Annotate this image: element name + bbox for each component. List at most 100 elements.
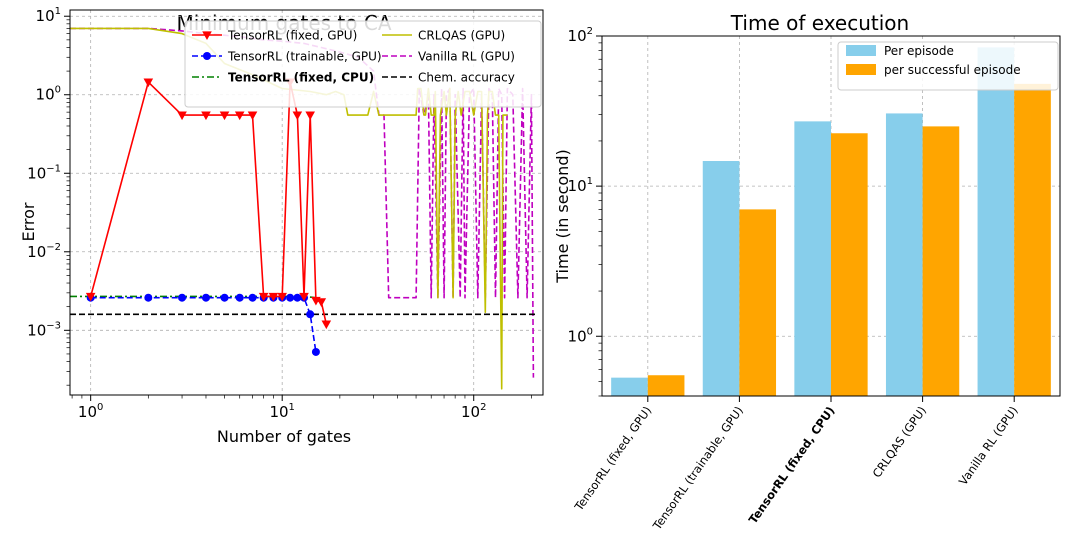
- series-0-point: [321, 320, 332, 330]
- series-1-point: [178, 293, 187, 302]
- left-x-tick-label-base: 10: [461, 403, 480, 421]
- left-y-tick-label-exp: −3: [46, 320, 61, 331]
- left-grid: [70, 10, 543, 395]
- right-legend-swatch: [846, 45, 876, 56]
- right-y-tick-label: 102: [568, 26, 593, 45]
- left-legend-marker: [203, 52, 211, 60]
- left-y-tick-label-base: 10: [27, 243, 46, 261]
- gates-error-panel: Minimum gates to CA 10010110210−310−210−…: [19, 6, 544, 446]
- left-x-tick-label: 100: [78, 402, 103, 421]
- right-y-tick-label: 101: [568, 176, 593, 195]
- left-x-axis-label: Number of gates: [217, 427, 351, 446]
- bar-per-successful-episode: [1014, 83, 1051, 396]
- left-legend-label: Vanilla RL (GPU): [418, 50, 515, 64]
- left-y-tick-label-base: 10: [36, 86, 55, 104]
- series-1-point: [306, 310, 315, 319]
- series-0-point: [258, 292, 269, 302]
- right-y-axis-label: Time (in second): [553, 149, 572, 283]
- series-0-point: [277, 292, 287, 302]
- left-legend-marker: [202, 31, 212, 40]
- left-legend-label: TensorRL (fixed, GPU): [227, 29, 357, 43]
- series-0-point: [316, 298, 327, 307]
- bar-per-successful-episode: [647, 375, 685, 396]
- right-bars-layer: [611, 47, 1051, 397]
- series-0-point: [299, 292, 309, 302]
- series-0-point: [201, 111, 211, 121]
- right-legend-swatch: [846, 64, 876, 75]
- bar-per-successful-episode: [739, 209, 777, 396]
- left-y-tick-label-base: 10: [36, 7, 55, 25]
- left-x-tick-label: 102: [461, 402, 486, 421]
- right-y-tick-label-exp: 0: [587, 326, 593, 337]
- series-1-point: [220, 293, 229, 302]
- series-0-point: [143, 78, 154, 88]
- bar-per-successful-episode: [831, 133, 868, 396]
- left-legend-label: TensorRL (trainable, GPU): [227, 50, 382, 64]
- series-0-point: [234, 111, 245, 121]
- series-0-point: [292, 111, 303, 121]
- left-legend-box: [184, 20, 542, 108]
- left-y-tick-label-exp: 1: [55, 6, 61, 17]
- right-legend-item: per successful episode: [846, 63, 1021, 77]
- left-legend-label: Chem. accuracy: [418, 71, 515, 85]
- series-0-point: [305, 111, 315, 121]
- left-y-axis-label: Error: [19, 202, 38, 241]
- left-y-tick-label-exp: 0: [55, 85, 61, 96]
- left-y-tick-label: 10−3: [27, 320, 61, 339]
- series-0-point: [85, 292, 96, 302]
- series-1-point: [248, 293, 257, 302]
- series-0-group: [85, 78, 332, 330]
- series-1-point: [311, 347, 320, 356]
- left-legend: TensorRL (fixed, GPU) TensorRL (trainable…: [184, 20, 542, 108]
- left-legend-item: CRLQAS (GPU): [382, 29, 505, 43]
- bar-per-successful-episode: [922, 126, 960, 396]
- bar-per-episode: [611, 377, 648, 396]
- right-chart-title: Time of execution: [730, 11, 909, 35]
- series-0-point: [177, 111, 187, 121]
- series-0-point: [247, 111, 258, 121]
- left-legend-item: TensorRL (fixed, CPU): [192, 71, 374, 85]
- left-legend-item: Chem. accuracy: [382, 71, 515, 85]
- left-y-tick-label: 100: [36, 85, 61, 104]
- series-1-group: [86, 293, 320, 356]
- left-legend-item: TensorRL (fixed, GPU): [192, 29, 357, 43]
- left-x-tick-label-base: 10: [269, 403, 288, 421]
- right-legend-box: [837, 41, 1059, 91]
- left-x-tick-label: 101: [269, 402, 294, 421]
- series-1-point: [235, 293, 244, 302]
- right-y-tick-label-base: 10: [568, 177, 587, 195]
- left-y-tick-label-exp: −1: [46, 163, 61, 174]
- series-0-point: [268, 292, 279, 302]
- right-y-tick-label-exp: 2: [587, 26, 593, 37]
- bar-per-episode: [702, 161, 740, 396]
- left-x-tick-label-base: 10: [78, 403, 97, 421]
- bar-per-episode: [977, 47, 1015, 397]
- right-y-tick-label: 100: [568, 326, 593, 345]
- series-1-point: [144, 293, 153, 302]
- left-y-tick-label-exp: −2: [46, 242, 61, 253]
- left-y-tick-label-base: 10: [27, 321, 46, 339]
- right-legend-item: Per episode: [846, 44, 954, 58]
- left-legend-item: Vanilla RL (GPU): [382, 50, 515, 64]
- left-y-tick-label: 101: [36, 6, 61, 25]
- bar-per-episode: [794, 121, 831, 396]
- left-x-tick-label-exp: 0: [97, 402, 103, 413]
- right-legend: Per episode per successful episode: [837, 41, 1059, 91]
- left-y-tick-label: 10−1: [27, 163, 61, 182]
- series-1-point: [286, 293, 295, 302]
- left-x-tick-label-exp: 1: [289, 402, 295, 413]
- series-1-point: [201, 293, 210, 302]
- left-x-tick-label-exp: 2: [480, 402, 486, 413]
- left-legend-item: TensorRL (trainable, GPU): [192, 50, 382, 64]
- right-legend-label: Per episode: [884, 44, 954, 58]
- right-y-tick-label-base: 10: [568, 27, 587, 45]
- bar-per-episode: [885, 113, 923, 396]
- left-plot-frame: [69, 9, 544, 396]
- series-1-point: [293, 293, 302, 302]
- left-legend-label: TensorRL (fixed, CPU): [228, 71, 374, 85]
- left-y-tick-label-base: 10: [27, 164, 46, 182]
- right-y-tick-label-exp: 1: [587, 176, 593, 187]
- series-0-point: [219, 111, 230, 121]
